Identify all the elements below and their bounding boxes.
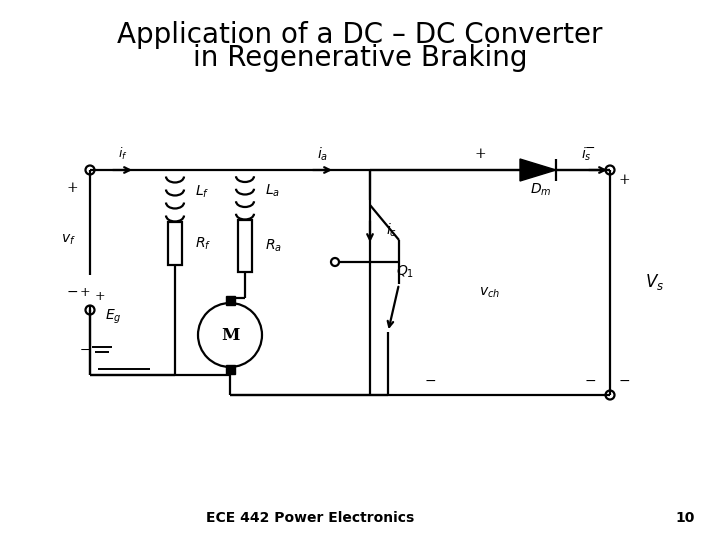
Text: −: −	[584, 374, 596, 388]
Bar	[168, 222, 182, 265]
Bar	[225, 365, 235, 374]
Text: 10: 10	[675, 511, 695, 525]
Bar	[225, 296, 235, 305]
Text: $i_a$: $i_a$	[318, 145, 328, 163]
Text: +: +	[95, 291, 105, 303]
Text: −: −	[80, 343, 90, 356]
Text: $R_f$: $R_f$	[195, 235, 211, 252]
Text: $E_g$: $E_g$	[105, 308, 122, 326]
Text: $L_a$: $L_a$	[265, 183, 280, 199]
Text: Application of a DC – DC Converter: Application of a DC – DC Converter	[117, 21, 603, 49]
Text: in Regenerative Braking: in Regenerative Braking	[193, 44, 527, 72]
Text: $R_a$: $R_a$	[265, 238, 282, 254]
Text: $Q_1$: $Q_1$	[396, 264, 414, 280]
Polygon shape	[520, 159, 556, 181]
Text: +: +	[80, 287, 90, 300]
Text: $D_m$: $D_m$	[530, 182, 552, 198]
Text: $v_f$: $v_f$	[60, 233, 76, 247]
Text: +: +	[66, 181, 78, 195]
Text: −: −	[585, 141, 595, 154]
Text: $V_s$: $V_s$	[645, 273, 665, 293]
Text: ECE 442 Power Electronics: ECE 442 Power Electronics	[206, 511, 414, 525]
Text: $L_f$: $L_f$	[195, 184, 210, 200]
Text: −: −	[618, 374, 630, 388]
Text: −: −	[424, 374, 436, 388]
Text: $i_c$: $i_c$	[386, 221, 397, 239]
Text: M: M	[221, 327, 239, 343]
Text: +: +	[618, 173, 630, 187]
Text: $i_s$: $i_s$	[580, 145, 591, 163]
Text: $v_{ch}$: $v_{ch}$	[480, 285, 500, 300]
Text: $i_f$: $i_f$	[118, 146, 128, 162]
Bar	[238, 220, 252, 272]
Text: +: +	[474, 147, 486, 161]
Text: −: −	[66, 285, 78, 299]
